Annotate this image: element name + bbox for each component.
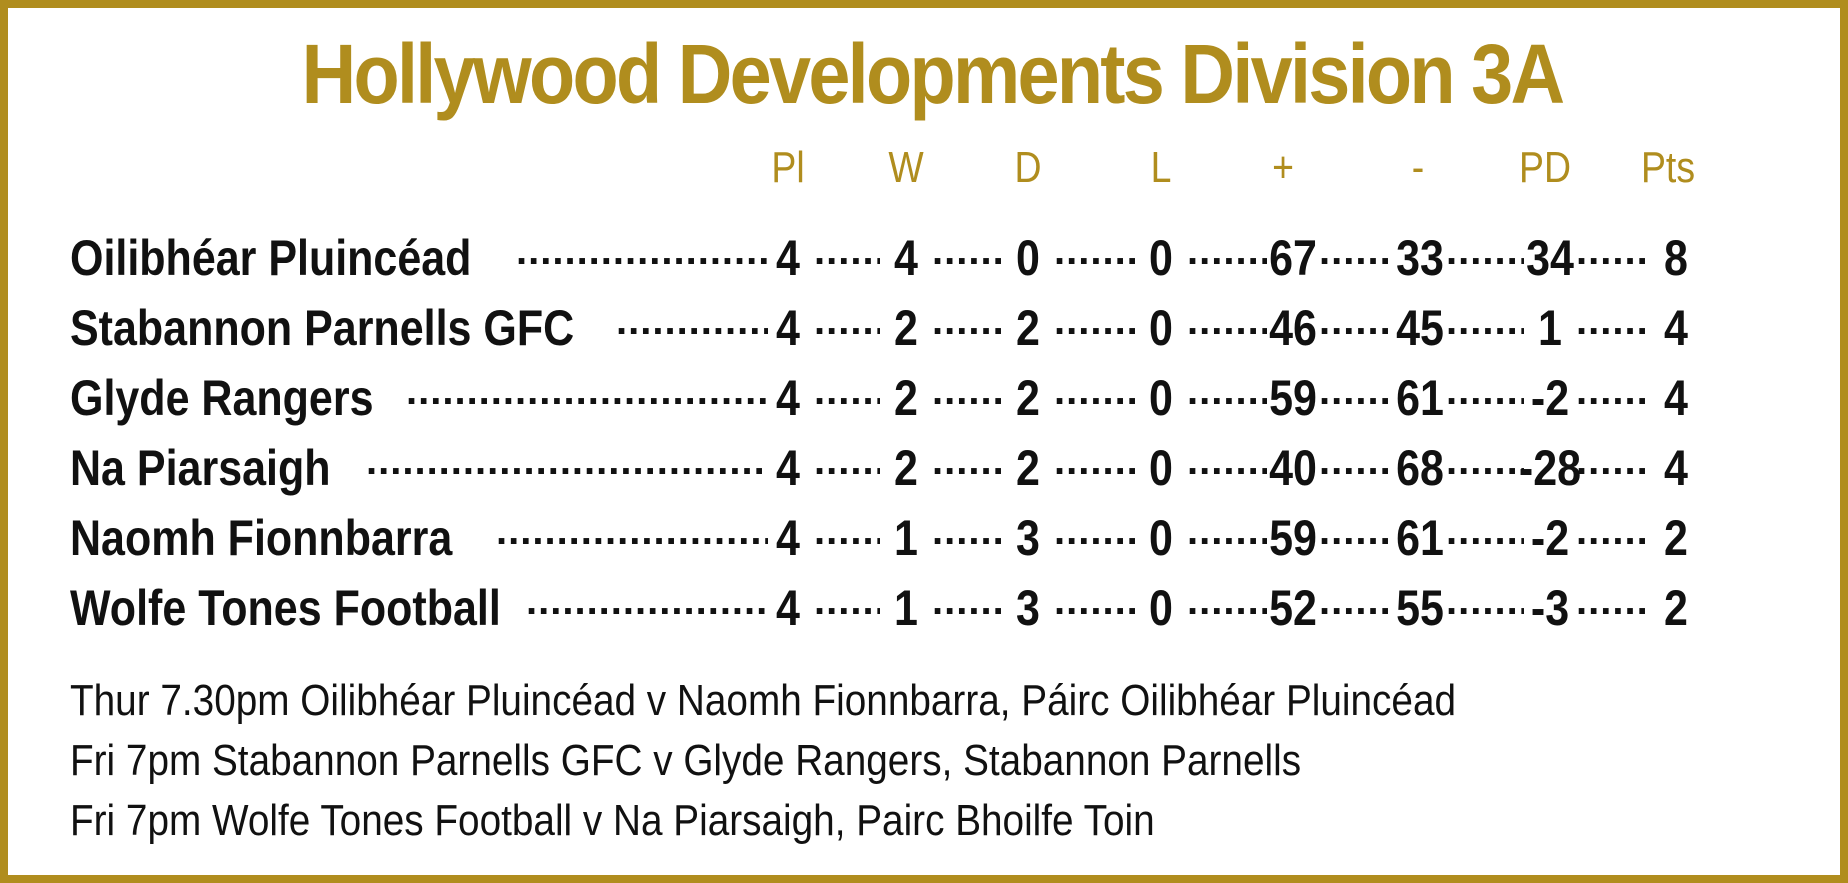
leader-dots [516, 229, 768, 285]
cell-minus: 45 [1396, 300, 1444, 356]
team-name: Stabannon Parnells GFC [70, 300, 575, 356]
cell-pd: 1 [1538, 300, 1562, 356]
col-header-minus: - [1411, 143, 1425, 192]
cell-plus: 46 [1269, 300, 1317, 356]
cell-pts: 2 [1664, 580, 1688, 636]
cell-pd: -3 [1530, 580, 1570, 636]
leader-dots [406, 369, 768, 425]
cell-d: 2 [1016, 370, 1040, 426]
leader-dots [616, 299, 768, 355]
col-header-l: L [1150, 143, 1172, 192]
col-header-pl: Pl [771, 143, 805, 192]
team-name: Na Piarsaigh [70, 440, 331, 496]
cell-w: 1 [894, 510, 918, 566]
cell-pts: 4 [1664, 370, 1688, 426]
cell-l: 0 [1149, 510, 1173, 566]
cell-d: 3 [1016, 510, 1040, 566]
team-name: Glyde Rangers [70, 370, 374, 426]
cell-w: 4 [894, 230, 918, 286]
cell-w: 1 [894, 580, 918, 636]
cell-d: 2 [1016, 440, 1040, 496]
cell-w: 2 [894, 370, 918, 426]
cell-minus: 33 [1396, 230, 1444, 286]
cell-d: 2 [1016, 300, 1040, 356]
fixture-line: Fri 7pm Stabannon Parnells GFC v Glyde R… [70, 736, 1302, 785]
cell-minus: 68 [1396, 440, 1444, 496]
cell-minus: 55 [1396, 580, 1444, 636]
team-name: Oilibhéar Pluincéad [70, 230, 472, 286]
col-header-d: D [1014, 143, 1042, 192]
team-name: Naomh Fionnbarra [70, 510, 453, 566]
page-title: Hollywood Developments Division 3A [301, 27, 1566, 121]
cell-l: 0 [1149, 230, 1173, 286]
cell-plus: 40 [1269, 440, 1317, 496]
cell-pd: -28 [1518, 440, 1582, 496]
cell-l: 0 [1149, 440, 1173, 496]
col-header-plus: + [1272, 143, 1294, 192]
cell-pd: -2 [1530, 370, 1570, 426]
leader-dots [526, 579, 768, 635]
cell-pd: 34 [1526, 230, 1574, 286]
cell-pts: 4 [1664, 440, 1688, 496]
cell-minus: 61 [1396, 370, 1444, 426]
cell-d: 0 [1016, 230, 1040, 286]
cell-l: 0 [1149, 580, 1173, 636]
leader-dots [366, 439, 768, 495]
cell-pts: 4 [1664, 300, 1688, 356]
cell-pl: 4 [776, 370, 800, 426]
col-header-w: W [888, 143, 924, 192]
col-header-pd: PD [1519, 143, 1571, 192]
cell-pd: -2 [1530, 510, 1570, 566]
cell-plus: 52 [1269, 580, 1317, 636]
cell-pl: 4 [776, 300, 800, 356]
fixture-line: Thur 7.30pm Oilibhéar Pluincéad v Naomh … [70, 676, 1457, 725]
cell-minus: 61 [1396, 510, 1444, 566]
fixture-line: Fri 7pm Wolfe Tones Football v Na Piarsa… [70, 796, 1155, 845]
cell-pts: 8 [1664, 230, 1688, 286]
leader-dots [496, 509, 768, 565]
team-name: Wolfe Tones Football [70, 580, 501, 636]
cell-plus: 59 [1269, 370, 1317, 426]
cell-plus: 59 [1269, 510, 1317, 566]
cell-d: 3 [1016, 580, 1040, 636]
cell-plus: 67 [1269, 230, 1317, 286]
cell-l: 0 [1149, 300, 1173, 356]
cell-w: 2 [894, 300, 918, 356]
cell-pl: 4 [776, 440, 800, 496]
cell-pts: 2 [1664, 510, 1688, 566]
cell-pl: 4 [776, 580, 800, 636]
cell-l: 0 [1149, 370, 1173, 426]
cell-pl: 4 [776, 230, 800, 286]
col-header-pts: Pts [1640, 143, 1696, 192]
cell-pl: 4 [776, 510, 800, 566]
cell-w: 2 [894, 440, 918, 496]
